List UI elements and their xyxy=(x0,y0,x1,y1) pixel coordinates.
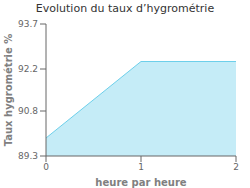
svg-text:0: 0 xyxy=(43,162,49,172)
svg-text:2: 2 xyxy=(233,162,239,172)
svg-text:92.2: 92.2 xyxy=(18,64,38,74)
svg-text:93.7: 93.7 xyxy=(18,19,38,29)
svg-text:Taux hygrométrie %: Taux hygrométrie % xyxy=(8,34,14,147)
html-text:Evolution du taux d’hygrométri: Evolution du taux d’hygrométrie xyxy=(35,2,215,15)
svg-text:heure par heure: heure par heure xyxy=(95,177,186,188)
svg-text:1: 1 xyxy=(138,162,144,172)
svg-text:89.3: 89.3 xyxy=(18,151,38,161)
svg-text:90.8: 90.8 xyxy=(18,106,38,116)
